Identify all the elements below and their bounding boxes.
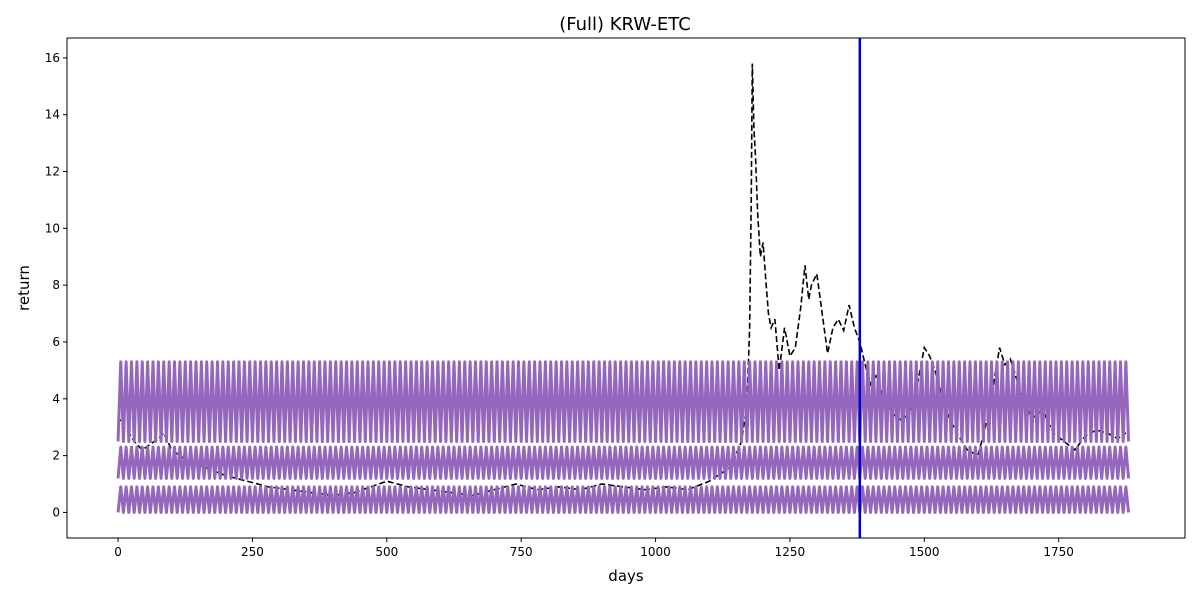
- y-tick-label: 0: [52, 505, 60, 519]
- chart-title: (Full) KRW-ETC: [559, 14, 691, 35]
- x-tick-label: 250: [241, 545, 264, 559]
- y-axis: 0 2 4 6 8 10 12 14 16: [45, 51, 67, 519]
- y-axis-label: return: [15, 265, 33, 311]
- return-line: [117, 63, 1127, 497]
- y-tick-label: 8: [52, 278, 60, 292]
- band-line-1: [116, 360, 1131, 443]
- band-line-2: [116, 445, 1131, 480]
- x-axis: 0 250 500 750 1000 1250 1500 1750: [114, 538, 1074, 559]
- band-line-3: [116, 485, 1131, 514]
- y-tick-label: 10: [45, 221, 60, 235]
- y-tick-label: 4: [52, 392, 60, 406]
- x-tick-label: 750: [510, 545, 533, 559]
- x-tick-label: 1250: [775, 545, 806, 559]
- x-axis-label: days: [608, 567, 644, 585]
- x-tick-label: 1500: [909, 545, 940, 559]
- x-tick-label: 0: [114, 545, 122, 559]
- y-tick-label: 14: [45, 108, 60, 122]
- y-tick-label: 2: [52, 449, 60, 463]
- plot-frame: [66, 37, 1186, 539]
- plot-area: [116, 38, 1131, 538]
- x-tick-label: 500: [375, 545, 398, 559]
- x-tick-label: 1750: [1043, 545, 1074, 559]
- y-tick-label: 12: [45, 165, 60, 179]
- y-tick-label: 16: [45, 51, 60, 65]
- x-tick-label: 1000: [640, 545, 671, 559]
- y-tick-label: 6: [52, 335, 60, 349]
